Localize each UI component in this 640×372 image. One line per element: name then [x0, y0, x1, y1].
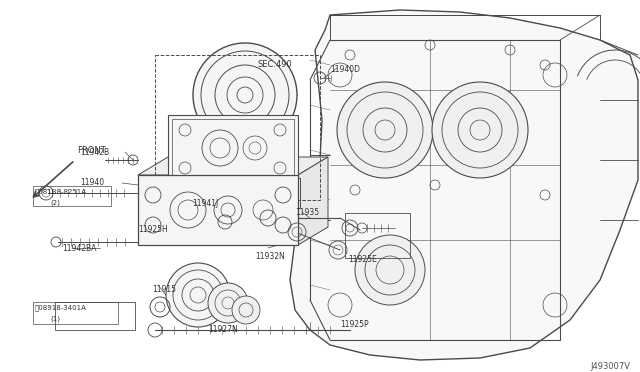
- Text: 11942BA: 11942BA: [62, 244, 97, 253]
- Circle shape: [232, 296, 260, 324]
- Text: 11940D: 11940D: [330, 65, 360, 74]
- Circle shape: [355, 235, 425, 305]
- Circle shape: [166, 263, 230, 327]
- Bar: [33, 302, 118, 324]
- Text: 11942B: 11942B: [80, 148, 109, 157]
- Text: 11940: 11940: [80, 178, 104, 187]
- Circle shape: [208, 283, 248, 323]
- Text: 11925P: 11925P: [340, 320, 369, 329]
- Text: 11915: 11915: [152, 285, 176, 294]
- Text: FRONT: FRONT: [77, 146, 106, 155]
- Bar: [55, 302, 135, 330]
- Bar: [33, 186, 111, 206]
- Text: 11925E: 11925E: [348, 255, 377, 264]
- Text: SEC.490: SEC.490: [258, 60, 292, 69]
- Text: (1): (1): [50, 316, 60, 323]
- Text: 11935: 11935: [295, 208, 319, 217]
- Text: 11932N: 11932N: [255, 252, 285, 261]
- Polygon shape: [290, 10, 638, 360]
- Bar: [155, 55, 320, 200]
- Bar: [138, 175, 298, 245]
- Text: 11941J: 11941J: [192, 199, 218, 208]
- Polygon shape: [298, 157, 328, 245]
- Bar: [168, 115, 298, 180]
- Circle shape: [193, 43, 297, 147]
- Circle shape: [432, 82, 528, 178]
- Bar: [345, 213, 410, 258]
- Text: Ⓑ081B8-8251A: Ⓑ081B8-8251A: [35, 188, 87, 195]
- Polygon shape: [138, 157, 328, 175]
- Text: 11925H: 11925H: [138, 225, 168, 234]
- Text: J493007V: J493007V: [590, 362, 630, 371]
- Text: Ⓝ08918-3401A: Ⓝ08918-3401A: [35, 304, 87, 311]
- Text: (2): (2): [50, 200, 60, 206]
- Circle shape: [337, 82, 433, 178]
- Text: 11927N: 11927N: [208, 325, 237, 334]
- Bar: [172, 119, 294, 176]
- Bar: [165, 178, 300, 208]
